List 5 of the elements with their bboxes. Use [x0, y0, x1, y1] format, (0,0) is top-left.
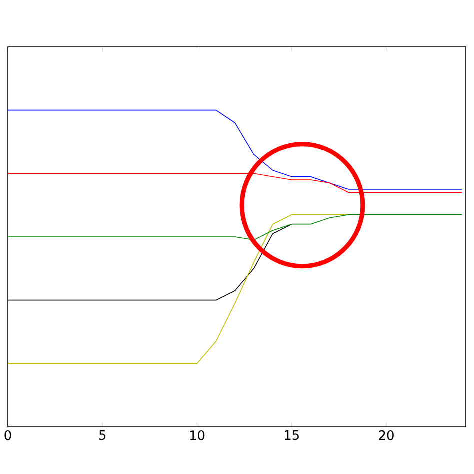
- x-tick-label: 5: [100, 430, 106, 440]
- x-tick-label: 10: [190, 430, 205, 440]
- x-tick-label: 20: [379, 430, 394, 440]
- x-tick-label: 0: [4, 430, 12, 440]
- x-tick-label: 15: [285, 430, 299, 440]
